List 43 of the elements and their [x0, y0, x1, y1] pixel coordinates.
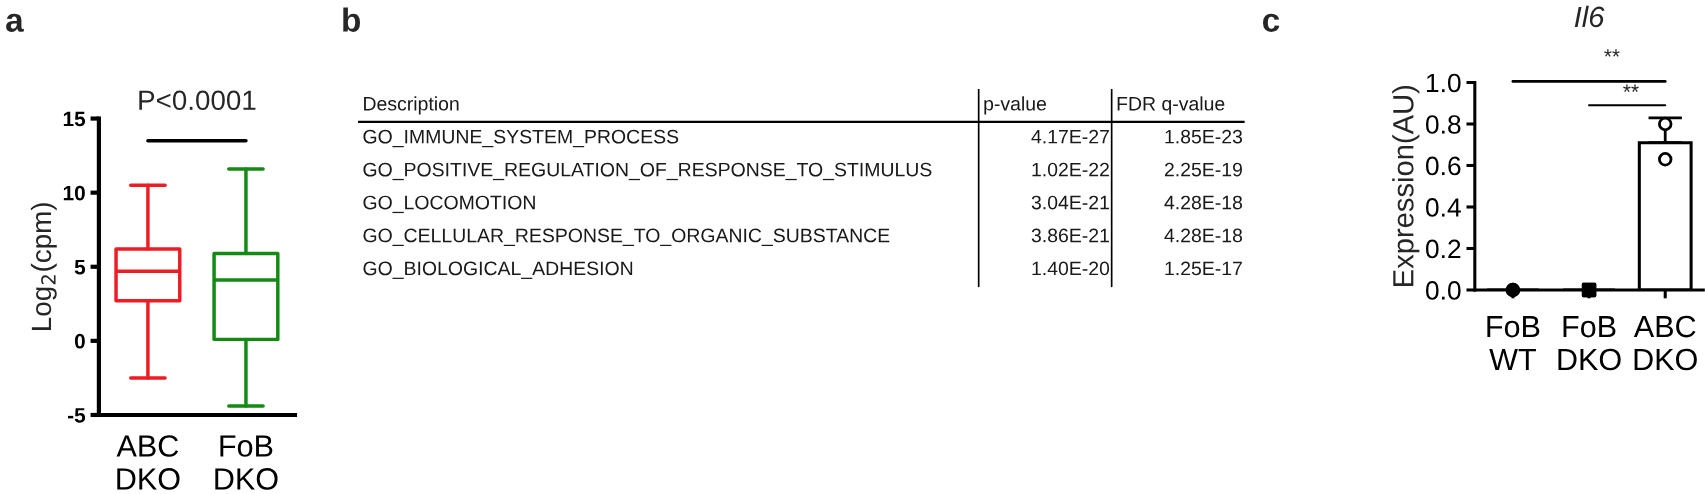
y-axis-title: Expression(AU): [1392, 85, 1420, 286]
y-tick-label: 0.6: [1425, 156, 1461, 176]
text: 4.17E-27: [1031, 129, 1109, 144]
text: 1.85E-23: [1165, 129, 1243, 144]
chart-title: Il6: [1574, 5, 1605, 28]
text: P<0.0001: [139, 90, 256, 111]
text: b: [343, 7, 360, 32]
x-tick-label: ABC DKO: [1633, 315, 1697, 371]
text: 4.28E-18: [1164, 195, 1243, 210]
text: 1.40E-20: [1032, 261, 1110, 276]
annotation: **: [1623, 84, 1639, 92]
y-tick-label: 15: [63, 111, 86, 127]
y-tick-label: 10: [63, 185, 85, 201]
x-tick-label: ABC DKO: [116, 435, 180, 490]
text: FDR q-value: [1117, 96, 1225, 115]
text: 4.28E-18: [1164, 228, 1243, 243]
y-tick-label: 0: [74, 333, 85, 349]
y-tick-label: 0.4: [1425, 198, 1461, 217]
text: 3.04E-21: [1031, 195, 1109, 210]
x-tick-label: FoB WT: [1487, 316, 1540, 371]
text: c: [1263, 13, 1280, 32]
text: 1.02E-22: [1032, 162, 1109, 177]
text: 3.86E-21: [1031, 228, 1109, 243]
x-tick-label: FoB DKO: [215, 435, 278, 490]
x-tick-label: FoB DKO: [1558, 316, 1621, 371]
text: p-value: [984, 96, 1047, 115]
text: GO_IMMUNE_SYSTEM_PROCESS: [363, 129, 679, 148]
y-axis-title: Log$_{2}$(cpm): [30, 203, 57, 330]
y-tick-label: 0.2: [1425, 239, 1461, 259]
y-tick-label: 0.8: [1425, 115, 1461, 134]
text: a: [6, 13, 24, 32]
text: GO_BIOLOGICAL_ADHESION: [363, 261, 633, 279]
text: 1.25E-17: [1165, 261, 1242, 276]
text: GO_POSITIVE_REGULATION_OF_RESPONSE_TO_STIMULUS: [363, 162, 932, 181]
text: 2.25E-19: [1164, 162, 1242, 177]
text: GO_LOCOMOTION: [363, 195, 535, 214]
y-tick-label: 0.0: [1425, 281, 1461, 300]
text: GO_CELLULAR_RESPONSE_TO_ORGANIC_SUBSTANCE: [363, 228, 890, 247]
text: Description: [364, 96, 459, 115]
text: **: [1604, 49, 1620, 57]
y-tick-label: 5: [74, 259, 86, 275]
y-tick-label: 1.0: [1426, 73, 1461, 93]
y-tick-label: -5: [67, 408, 86, 423]
